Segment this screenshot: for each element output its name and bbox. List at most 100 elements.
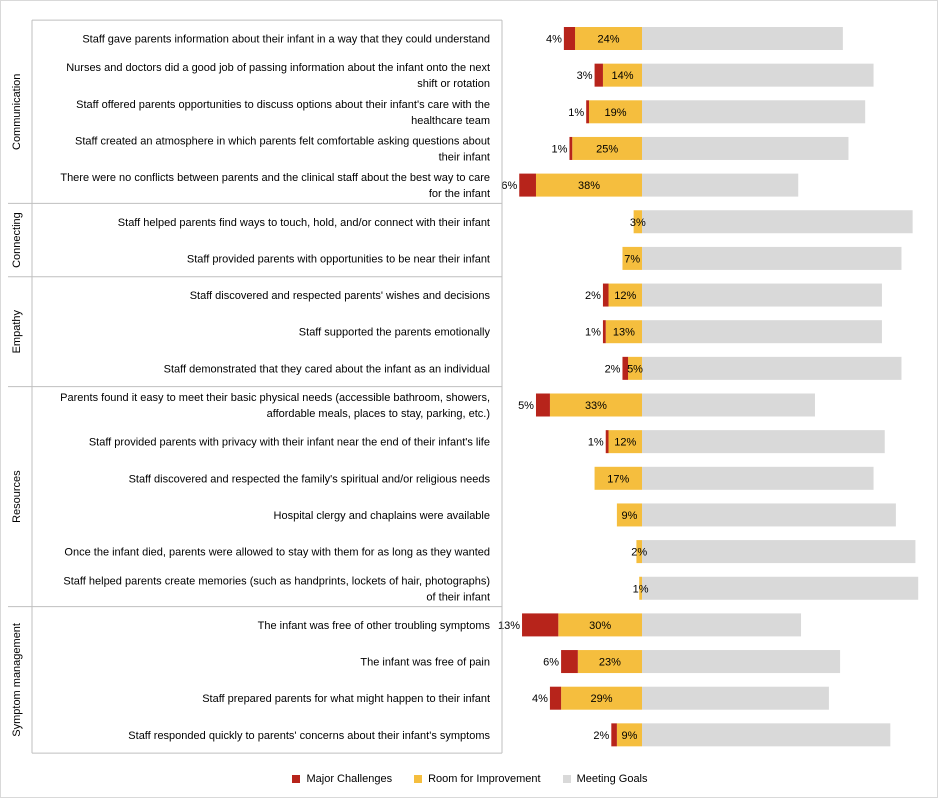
bar-meeting-goals	[642, 686, 829, 710]
bar-major-challenges	[586, 100, 589, 124]
data-label-room: 7%	[624, 253, 640, 265]
bar-room-for-improvement	[602, 63, 642, 87]
data-label-major: 4%	[532, 693, 548, 705]
data-label-major: 4%	[546, 34, 562, 46]
bar-meeting-goals	[642, 650, 841, 674]
legend-swatch-major	[292, 775, 301, 783]
bar-room-for-improvement	[628, 356, 642, 380]
data-label-major: 13%	[498, 620, 520, 632]
bar-meeting-goals	[642, 63, 874, 87]
data-label-room: 19%	[604, 107, 626, 119]
row-label: of their infant	[426, 591, 490, 603]
data-label-room: 3%	[630, 217, 646, 229]
data-label-room: 12%	[614, 437, 636, 449]
bar-room-for-improvement	[608, 283, 642, 307]
bar-meeting-goals	[642, 100, 866, 124]
data-label-room: 24%	[598, 34, 620, 46]
bar-meeting-goals	[642, 393, 815, 417]
legend: Major Challenges Room for Improvement Me…	[0, 770, 940, 788]
bar-meeting-goals	[642, 430, 885, 454]
bar-major-challenges	[602, 283, 609, 307]
legend-swatch-meeting	[562, 775, 571, 783]
legend-label-meeting: Meeting Goals	[576, 773, 648, 785]
data-label-major: 2%	[585, 290, 601, 302]
row-label: Staff created an atmosphere in which par…	[75, 135, 490, 147]
bar-room-for-improvement	[577, 650, 642, 674]
bar-meeting-goals	[642, 27, 843, 50]
data-label-room: 38%	[578, 180, 600, 192]
data-label-room: 29%	[591, 693, 613, 705]
row-label: Once the infant died, parents were allow…	[64, 547, 490, 559]
data-label-room: 25%	[596, 143, 618, 155]
legend-label-room: Room for Improvement	[428, 773, 541, 785]
row-label: Staff offered parents opportunities to d…	[76, 99, 490, 111]
data-label-room: 12%	[614, 290, 636, 302]
bar-major-challenges	[535, 393, 550, 417]
bar-meeting-goals	[642, 173, 799, 197]
row-label: Staff demonstrated that they cared about…	[164, 363, 490, 375]
category-label: Communication	[11, 74, 23, 150]
data-label-major: 2%	[593, 730, 609, 742]
data-label-room: 2%	[631, 547, 647, 559]
row-label: The infant was free of pain	[360, 657, 490, 669]
bar-room-for-improvement	[561, 686, 642, 710]
row-label: Staff discovered and respected the famil…	[129, 473, 491, 485]
row-label: their infant	[439, 151, 490, 163]
bar-room-for-improvement	[616, 723, 642, 747]
bar-meeting-goals	[642, 356, 902, 380]
data-label-room: 17%	[607, 473, 629, 485]
bar-room-for-improvement	[636, 540, 642, 564]
row-label: healthcare team	[411, 115, 490, 127]
bar-meeting-goals	[642, 466, 874, 490]
diverging-bar-chart: Staff gave parents information about the…	[8, 19, 919, 754]
data-label-room: 9%	[621, 510, 637, 522]
row-label: Staff prepared parents for what might ha…	[202, 693, 490, 705]
bar-major-challenges	[522, 613, 559, 637]
legend-item-meeting: Meeting Goals	[562, 773, 648, 785]
bar-meeting-goals	[642, 576, 919, 600]
bar-room-for-improvement	[633, 210, 642, 234]
row-label: Staff provided parents with opportunitie…	[187, 253, 490, 265]
data-label-major: 6%	[501, 180, 517, 192]
bar-room-for-improvement	[605, 320, 642, 344]
bar-meeting-goals	[642, 613, 802, 637]
bar-major-challenges	[549, 686, 562, 710]
data-label-major: 3%	[577, 70, 593, 82]
data-label-major: 2%	[605, 363, 621, 375]
bar-room-for-improvement	[572, 136, 642, 160]
row-label: affordable meals, places to stay, parkin…	[267, 408, 490, 420]
bar-room-for-improvement	[558, 613, 642, 637]
bar-meeting-goals	[642, 540, 916, 564]
data-label-room: 30%	[589, 620, 611, 632]
category-label: Empathy	[11, 310, 23, 354]
data-label-major: 1%	[552, 143, 568, 155]
bar-meeting-goals	[642, 723, 891, 747]
data-label-room: 33%	[585, 400, 607, 412]
bar-major-challenges	[605, 430, 609, 454]
row-label: There were no conflicts between parents …	[60, 172, 490, 184]
bar-room-for-improvement	[588, 100, 642, 124]
data-label-major: 1%	[585, 327, 601, 339]
row-label: shift or rotation	[417, 78, 490, 90]
data-label-room: 14%	[611, 70, 633, 82]
category-label: Symptom management	[11, 623, 23, 737]
row-label: Staff helped parents find ways to touch,…	[118, 217, 490, 229]
bar-major-challenges	[594, 63, 603, 87]
data-label-room: 13%	[613, 327, 635, 339]
bar-room-for-improvement	[535, 173, 642, 197]
category-label: Connecting	[11, 212, 23, 268]
bar-room-for-improvement	[622, 246, 642, 270]
legend-item-room: Room for Improvement	[414, 773, 541, 785]
row-label: for the infant	[429, 188, 490, 200]
bar-meeting-goals	[642, 136, 849, 160]
row-label: The infant was free of other troubling s…	[258, 620, 491, 632]
bar-major-challenges	[519, 173, 536, 197]
data-label-major: 1%	[588, 437, 604, 449]
data-label-major: 1%	[568, 107, 584, 119]
row-label: Parents found it easy to meet their basi…	[60, 392, 490, 404]
data-label-room: 5%	[627, 363, 643, 375]
data-label-major: 5%	[518, 400, 534, 412]
bar-major-challenges	[602, 320, 606, 344]
data-label-room: 1%	[633, 583, 649, 595]
